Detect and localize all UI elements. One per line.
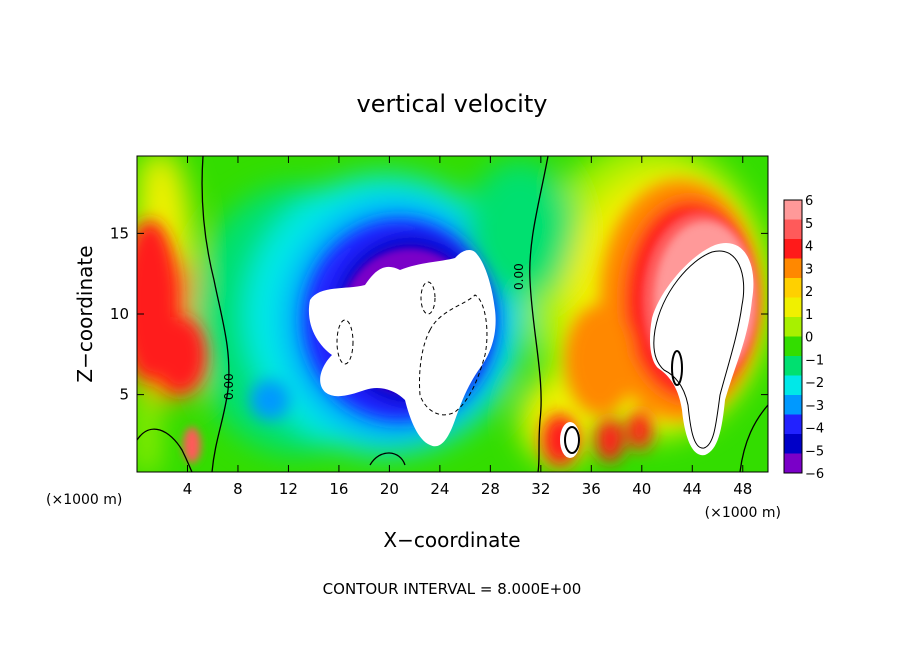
x-tick-label: 16 xyxy=(329,480,348,498)
colorbar-tick-label: 3 xyxy=(805,262,813,277)
colorbar-swatch xyxy=(784,375,802,396)
positive-contour-blob xyxy=(564,426,580,454)
x-tick-label: 28 xyxy=(481,480,500,498)
x-tick-label: 12 xyxy=(279,480,298,498)
colorbar-swatch xyxy=(784,453,802,474)
colorbar-swatch xyxy=(784,336,802,357)
colorbar-swatch xyxy=(784,239,802,259)
zero-contour-bottom-right xyxy=(739,404,768,472)
colorbar-frame xyxy=(783,199,803,474)
positive-contour xyxy=(653,250,745,449)
contour-interval-note: CONTOUR INTERVAL = 8.000E+00 xyxy=(323,580,582,598)
negative-contour-inner-a xyxy=(420,281,436,315)
negative-contour-inner-b xyxy=(336,319,354,365)
y-axis-label: Z−coordinate xyxy=(73,245,97,382)
y-tick-label: 15 xyxy=(110,224,129,242)
colorbar-tick-label: −3 xyxy=(805,399,824,414)
chart-title: vertical velocity xyxy=(357,90,548,118)
contour-lines xyxy=(137,156,768,472)
colorbar-tick-label: 4 xyxy=(805,240,813,255)
zero-contour-bottom-left xyxy=(137,428,193,472)
x-tick-label: 32 xyxy=(531,480,550,498)
colorbar-swatch xyxy=(784,258,802,279)
colorbar-swatch xyxy=(784,297,802,318)
x-axis-ticks: 4 8 12 16 20 24 28 32 36 40 44 48 xyxy=(183,156,752,498)
colorbar-swatch xyxy=(784,356,802,376)
velocity-field xyxy=(137,156,768,472)
colorbar-tick-label: −6 xyxy=(805,467,824,482)
positive-contour-inner xyxy=(671,350,683,386)
saturated-blob xyxy=(560,422,580,458)
saturated-region-positive xyxy=(650,243,754,456)
contour-label-left: 0.00 xyxy=(222,373,236,400)
colorbar-swatch xyxy=(784,414,802,435)
y-units-label: (×1000 m) xyxy=(46,492,122,508)
x-tick-label: 24 xyxy=(430,480,449,498)
contour-label-middle: 0.00 xyxy=(512,263,526,290)
x-tick-label: 40 xyxy=(632,480,651,498)
zero-contour-left xyxy=(201,156,230,472)
negative-contour xyxy=(419,294,488,416)
colorbar-tick-label: 6 xyxy=(805,194,813,209)
colorbar-swatch xyxy=(784,219,802,240)
colorbar-swatch xyxy=(784,278,802,298)
x-tick-label: 44 xyxy=(683,480,702,498)
y-tick-label: 10 xyxy=(110,305,129,323)
x-axis-label: X−coordinate xyxy=(383,528,520,552)
zero-contour-blob xyxy=(369,452,406,466)
x-tick-label: 4 xyxy=(183,480,193,498)
x-tick-label: 20 xyxy=(380,480,399,498)
x-tick-label: 36 xyxy=(582,480,601,498)
y-axis-ticks: 5 10 15 xyxy=(110,224,768,404)
colorbar-tick-label: −4 xyxy=(805,422,824,437)
colorbar-swatch xyxy=(784,395,802,415)
colorbar: 6 5 4 3 2 1 0 −1 −2 −3 −4 −5 −6 xyxy=(783,194,824,482)
zero-contour-middle xyxy=(529,156,549,472)
colorbar-swatch xyxy=(784,434,802,454)
colorbar-tick-label: −1 xyxy=(805,353,824,368)
colorbar-tick-label: −5 xyxy=(805,444,824,459)
colorbar-tick-label: 1 xyxy=(805,308,813,323)
colorbar-tick-label: 0 xyxy=(805,331,813,346)
colorbar-swatch xyxy=(784,200,802,220)
colorbar-tick-label: −2 xyxy=(805,376,824,391)
colorbar-tick-label: 5 xyxy=(805,217,813,232)
x-units-label: (×1000 m) xyxy=(705,505,781,521)
saturated-region-negative xyxy=(308,250,496,447)
y-tick-label: 5 xyxy=(119,386,129,404)
colorbar-swatch xyxy=(784,317,802,337)
colorbar-tick-label: 2 xyxy=(805,285,813,300)
x-tick-label: 48 xyxy=(733,480,752,498)
x-tick-label: 8 xyxy=(233,480,243,498)
